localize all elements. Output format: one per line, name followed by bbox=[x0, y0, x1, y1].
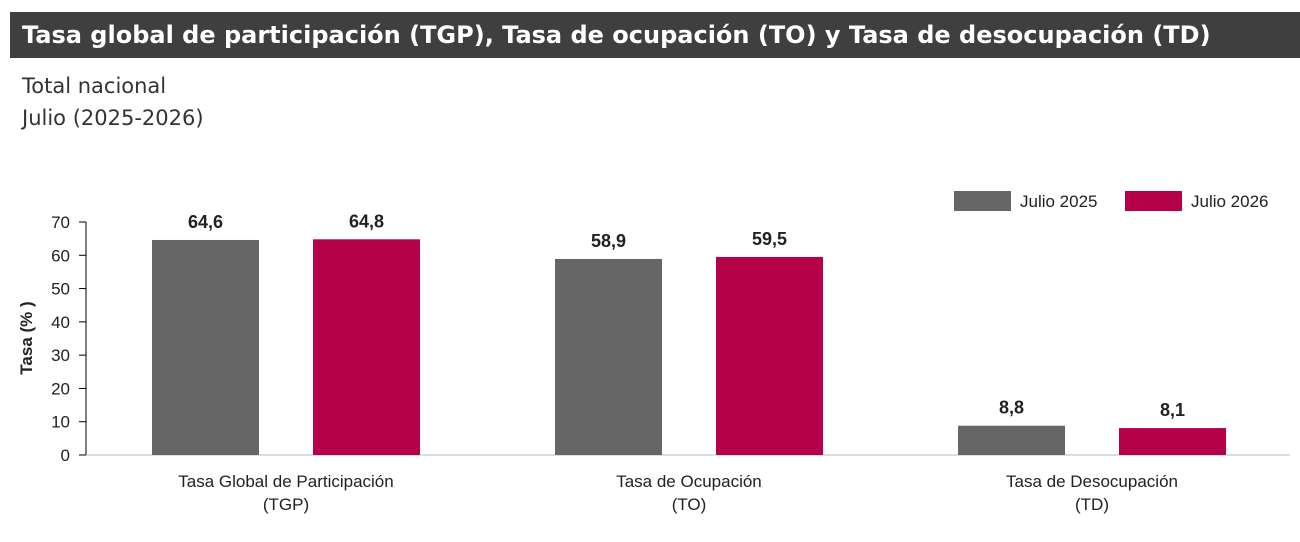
y-tick-label: 10 bbox=[51, 413, 70, 432]
bar bbox=[716, 256, 823, 455]
chart-subtitle-scope: Total nacional bbox=[22, 74, 167, 98]
bar bbox=[313, 239, 420, 455]
bar bbox=[958, 425, 1065, 455]
legend-swatch bbox=[1125, 191, 1182, 211]
chart-subtitle-period: Julio (2025-2026) bbox=[22, 106, 204, 130]
y-tick-label: 60 bbox=[51, 246, 70, 265]
legend-label: Julio 2025 bbox=[1020, 192, 1098, 211]
legend-label: Julio 2026 bbox=[1191, 192, 1269, 211]
data-label: 59,5 bbox=[752, 229, 787, 249]
category-label: (TGP) bbox=[263, 495, 309, 514]
y-tick-label: 30 bbox=[51, 346, 70, 365]
y-tick-label: 50 bbox=[51, 280, 70, 299]
category-label: (TD) bbox=[1075, 495, 1109, 514]
y-tick-label: 70 bbox=[51, 213, 70, 232]
bar bbox=[152, 239, 259, 455]
y-tick-label: 20 bbox=[51, 379, 70, 398]
data-label: 58,9 bbox=[591, 231, 626, 251]
category-label: Tasa de Desocupación bbox=[1006, 472, 1178, 491]
chart-title: Tasa global de participación (TGP), Tasa… bbox=[10, 12, 1300, 58]
category-label: (TO) bbox=[672, 495, 707, 514]
bar bbox=[1119, 428, 1226, 455]
data-label: 64,8 bbox=[349, 211, 384, 231]
category-label: Tasa de Ocupación bbox=[616, 472, 762, 491]
data-label: 8,8 bbox=[999, 398, 1024, 418]
y-axis-title: Tasa (% ) bbox=[17, 301, 36, 374]
data-label: 64,6 bbox=[188, 212, 223, 232]
y-tick-label: 40 bbox=[51, 313, 70, 332]
y-tick-label: 0 bbox=[61, 446, 70, 465]
legend-swatch bbox=[954, 191, 1011, 211]
category-label: Tasa Global de Participación bbox=[178, 472, 393, 491]
bar bbox=[555, 258, 662, 455]
data-label: 8,1 bbox=[1160, 400, 1185, 420]
